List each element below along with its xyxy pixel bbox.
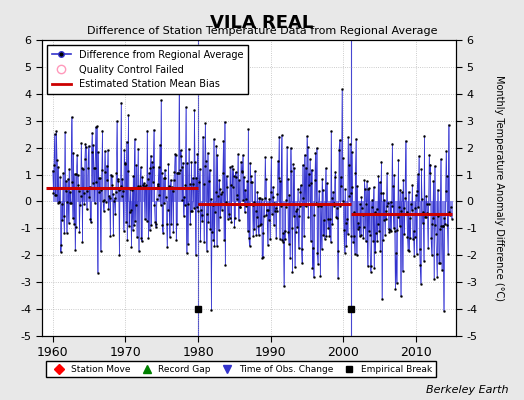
Legend: Station Move, Record Gap, Time of Obs. Change, Empirical Break: Station Move, Record Gap, Time of Obs. C… — [47, 361, 436, 377]
Y-axis label: Monthly Temperature Anomaly Difference (°C): Monthly Temperature Anomaly Difference (… — [494, 75, 504, 301]
Text: VILA REAL: VILA REAL — [210, 14, 314, 32]
Text: Difference of Station Temperature Data from Regional Average: Difference of Station Temperature Data f… — [87, 26, 437, 36]
Text: Berkeley Earth: Berkeley Earth — [426, 385, 508, 395]
